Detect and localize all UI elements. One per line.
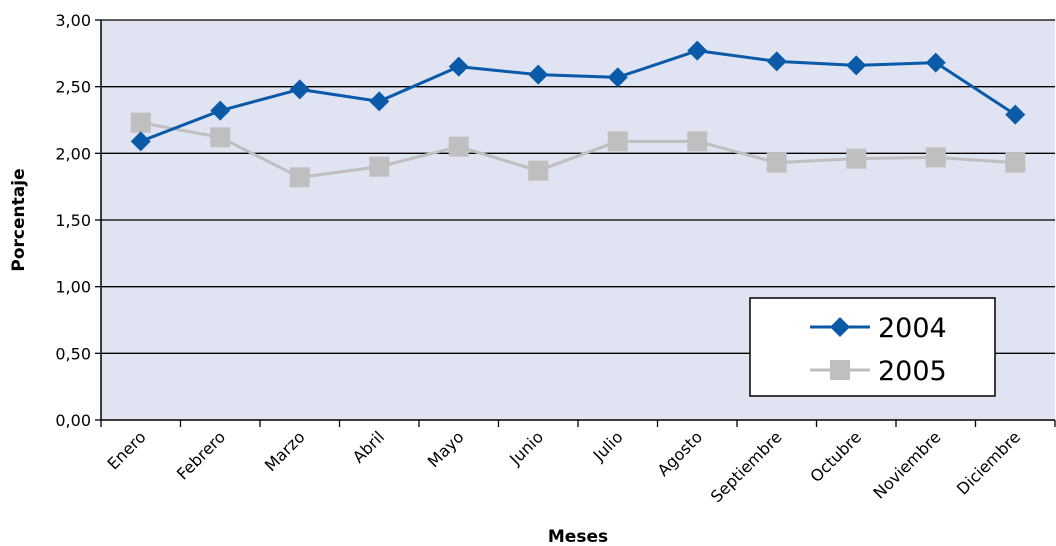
x-tick-label: Marzo bbox=[261, 427, 309, 475]
data-point bbox=[687, 131, 708, 152]
x-axis-ticks: Enero Febrero Marzo Abril Mayo Junio Julio Agos… bbox=[100, 420, 1056, 506]
data-point bbox=[289, 79, 310, 100]
x-tick-label: Noviembre bbox=[869, 427, 944, 502]
y-tick-label: 2,50 bbox=[55, 78, 91, 97]
data-point bbox=[1005, 104, 1026, 125]
data-point bbox=[130, 131, 151, 152]
legend: 2004 2005 bbox=[749, 297, 996, 397]
x-tick-label: Julio bbox=[589, 427, 627, 465]
data-point bbox=[846, 55, 867, 76]
x-tick-label: Diciembre bbox=[953, 427, 1024, 498]
data-point bbox=[846, 148, 867, 169]
data-point bbox=[448, 56, 469, 77]
data-point bbox=[210, 127, 231, 148]
data-point bbox=[528, 160, 549, 181]
data-point bbox=[925, 147, 946, 168]
data-point bbox=[925, 52, 946, 73]
y-tick-label: 3,00 bbox=[55, 11, 91, 30]
y-tick-label: 1,00 bbox=[55, 278, 91, 297]
data-point bbox=[766, 51, 787, 72]
x-tick-label: Septiembre bbox=[707, 427, 786, 506]
legend-marker-2004 bbox=[830, 317, 850, 337]
data-point bbox=[369, 91, 390, 112]
x-tick-label: Octubre bbox=[806, 427, 865, 486]
legend-label-2004: 2004 bbox=[878, 313, 947, 344]
data-point bbox=[289, 167, 310, 188]
series-2004 bbox=[130, 40, 1026, 152]
data-point bbox=[1005, 152, 1026, 173]
legend-label-2005: 2005 bbox=[878, 356, 947, 387]
y-axis-ticks: 0,00 0,50 1,00 1,50 2,00 2,50 3,00 bbox=[55, 11, 101, 430]
y-axis-title: Porcentaje bbox=[9, 168, 29, 271]
x-tick-label: Enero bbox=[104, 427, 150, 473]
data-point bbox=[528, 64, 549, 85]
gridlines bbox=[101, 19, 1055, 354]
series-line-2005 bbox=[140, 121, 1016, 179]
series-line-2004 bbox=[140, 49, 1017, 143]
x-tick-label: Mayo bbox=[424, 427, 468, 471]
data-point bbox=[766, 152, 787, 173]
y-tick-label: 0,00 bbox=[55, 411, 91, 430]
y-tick-label: 1,50 bbox=[55, 211, 91, 230]
legend-marker-2005 bbox=[830, 360, 850, 380]
series-2005 bbox=[130, 112, 1026, 188]
x-axis-title: Meses bbox=[548, 527, 608, 546]
legend-box bbox=[749, 297, 996, 397]
x-tick-label: Febrero bbox=[173, 427, 229, 483]
data-point bbox=[448, 136, 469, 157]
y-tick-label: 0,50 bbox=[55, 344, 91, 363]
series-layer bbox=[130, 40, 1026, 188]
x-tick-label: Agosto bbox=[654, 427, 707, 480]
data-point bbox=[210, 100, 231, 121]
data-point bbox=[607, 131, 628, 152]
data-point bbox=[607, 67, 628, 88]
data-point bbox=[130, 112, 151, 133]
y-tick-label: 2,00 bbox=[55, 144, 91, 163]
data-point bbox=[687, 40, 708, 61]
x-tick-label: Abril bbox=[349, 427, 388, 466]
x-tick-label: Junio bbox=[505, 427, 547, 469]
data-point bbox=[369, 156, 390, 177]
